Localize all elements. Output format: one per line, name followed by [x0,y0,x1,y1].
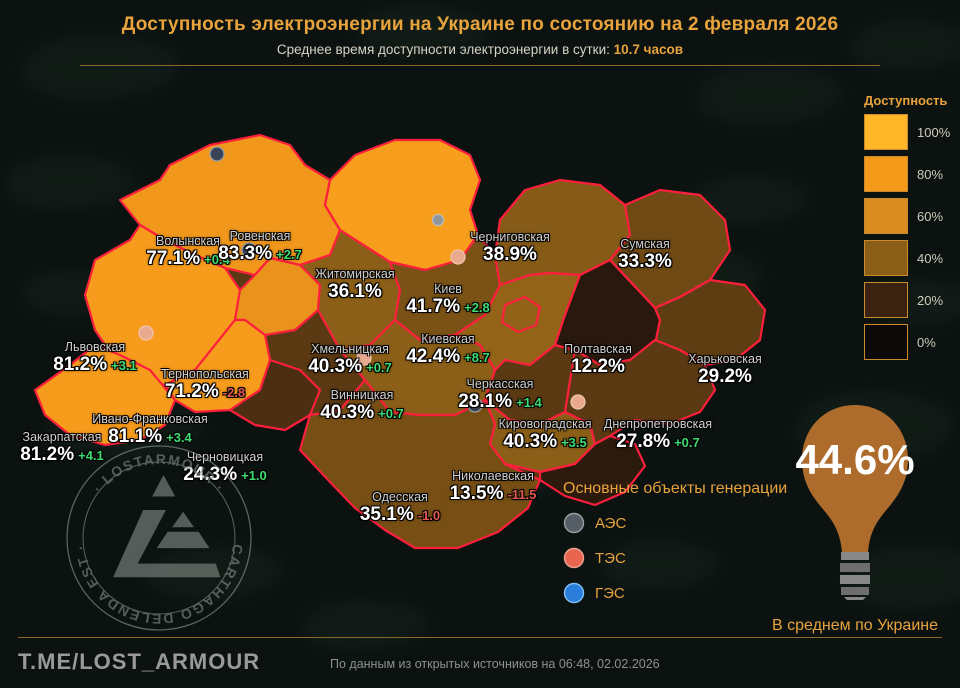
svg-text:CARTHAGO DELENDA EST ·: CARTHAGO DELENDA EST · [72,543,246,627]
